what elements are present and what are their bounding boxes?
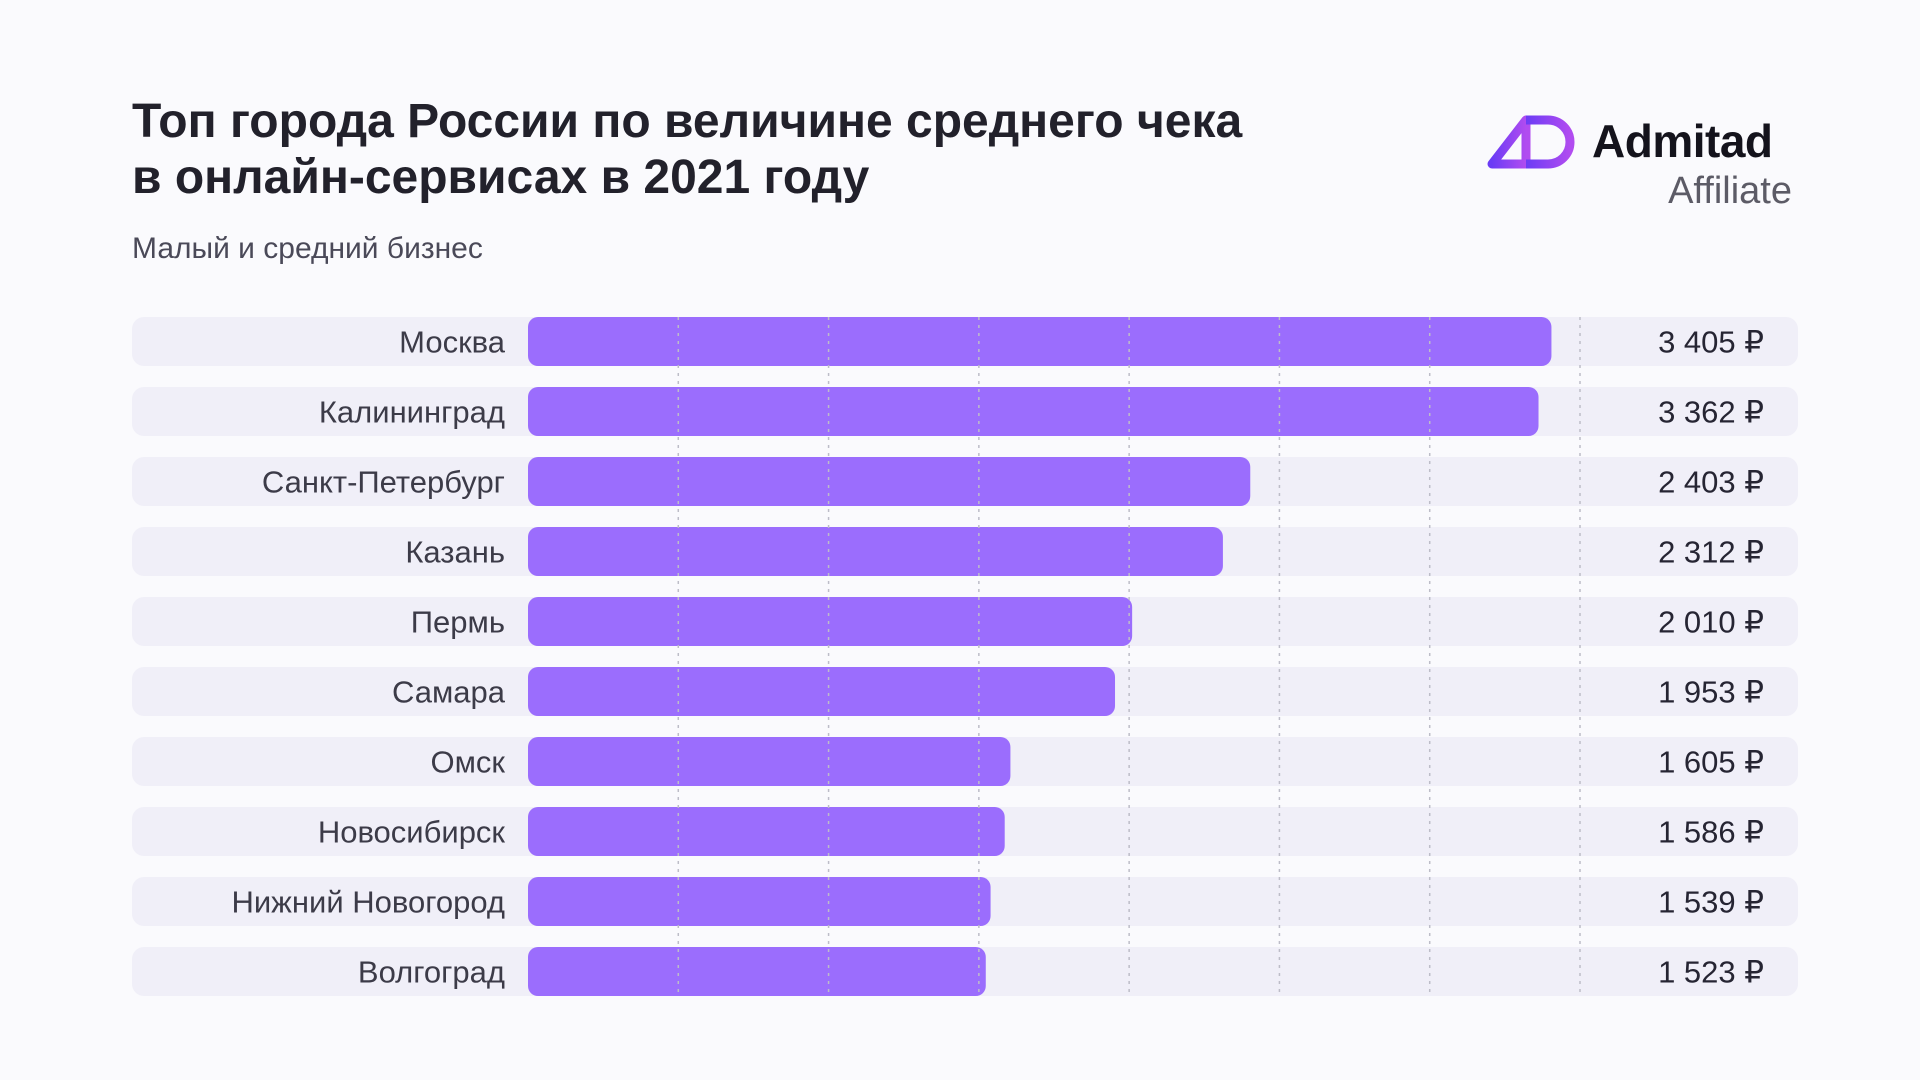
category-label: Новосибирск	[318, 815, 506, 850]
chart-title-line-1: Топ города России по величине среднего ч…	[132, 95, 1243, 148]
admitad-logo-icon	[1487, 115, 1575, 169]
bar	[528, 877, 991, 926]
value-label: 1 523 ₽	[1658, 955, 1764, 990]
value-label: 2 403 ₽	[1658, 465, 1764, 500]
category-label: Омск	[431, 745, 506, 780]
value-label: 1 605 ₽	[1658, 745, 1764, 780]
category-label: Самара	[392, 675, 506, 710]
bar	[528, 737, 1011, 786]
admitad-logo: Admitad Affiliate	[1486, 108, 1800, 218]
bar	[528, 457, 1251, 506]
bar	[528, 667, 1116, 716]
chart-title: Топ города России по величине среднего ч…	[132, 94, 1432, 206]
value-label: 2 010 ₽	[1658, 605, 1764, 640]
value-label: 1 953 ₽	[1658, 675, 1764, 710]
bar	[528, 807, 1005, 856]
value-label: 3 362 ₽	[1658, 395, 1764, 430]
value-label: 1 539 ₽	[1658, 885, 1764, 920]
value-label: 3 405 ₽	[1658, 325, 1764, 360]
logo-sub-text: Affiliate	[1668, 170, 1792, 212]
category-label: Нижний Новогород	[231, 885, 505, 920]
chart-subtitle: Малый и средний бизнес	[132, 232, 483, 265]
value-label: 1 586 ₽	[1658, 815, 1764, 850]
value-label: 2 312 ₽	[1658, 535, 1764, 570]
category-label: Калининград	[319, 395, 505, 430]
bar	[528, 597, 1133, 646]
category-label: Волгоград	[358, 955, 505, 990]
bar	[528, 387, 1539, 436]
category-label: Пермь	[411, 605, 505, 640]
category-label: Казань	[405, 535, 505, 570]
bar	[528, 317, 1552, 366]
category-label: Москва	[399, 325, 506, 360]
bar	[528, 527, 1223, 576]
bar	[528, 947, 986, 996]
chart-title-line-2: в онлайн-сервисах в 2021 году	[132, 151, 870, 204]
category-label: Санкт-Петербург	[262, 465, 505, 500]
logo-brand-text: Admitad	[1592, 115, 1773, 167]
